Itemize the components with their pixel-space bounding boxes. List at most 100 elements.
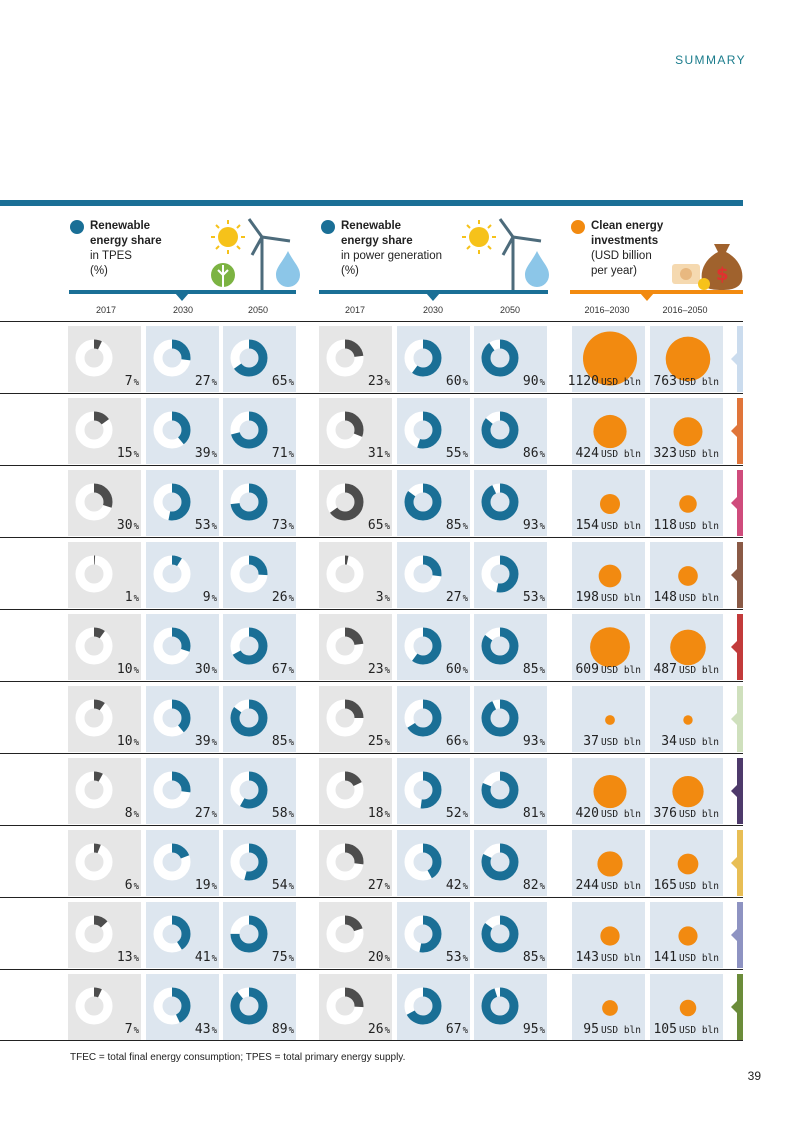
value-unit: USD bln <box>678 521 719 532</box>
tpes-value: 30% <box>117 518 139 533</box>
donut-arc <box>153 483 191 521</box>
value-number: 420 <box>575 806 599 821</box>
tpes-cell: 7% <box>68 326 141 392</box>
value-unit: % <box>133 738 139 748</box>
invest-bubble <box>600 926 620 946</box>
donut-arc <box>75 915 113 953</box>
power-donut <box>481 843 519 881</box>
invest-value: 118 USD bln <box>653 518 719 533</box>
row-pointer-icon <box>731 785 737 797</box>
donut-arc <box>153 987 191 1025</box>
tpes-cell: 85% <box>223 686 296 752</box>
tpes-value: 13% <box>117 950 139 965</box>
value-unit: % <box>211 378 217 388</box>
power-cell: 23% <box>319 326 392 392</box>
value-number: 23 <box>367 662 384 677</box>
value-number: 37 <box>583 734 599 749</box>
power-value: 85% <box>523 950 545 965</box>
tpes-donut <box>153 699 191 737</box>
tpes-cell: 7% <box>68 974 141 1040</box>
value-unit: % <box>211 810 217 820</box>
invest-cell: 1120 USD bln <box>568 326 645 392</box>
tpes-value: 71% <box>272 446 294 461</box>
tpes-donut <box>153 339 191 377</box>
tpes-donut <box>153 771 191 809</box>
value-unit: % <box>133 810 139 820</box>
value-unit: USD bln <box>600 449 641 460</box>
value-unit: % <box>384 954 390 964</box>
tpes-donut <box>230 627 268 665</box>
value-number: 60 <box>445 662 462 677</box>
invest-cell: 141 USD bln <box>650 902 723 968</box>
power-donut <box>481 771 519 809</box>
value-number: 95 <box>522 1022 539 1037</box>
value-number: 30 <box>116 518 133 533</box>
value-unit: % <box>384 738 390 748</box>
tpes-value: 9% <box>203 590 217 605</box>
invest-value: 105 USD bln <box>653 1022 719 1037</box>
tpes-value: 58% <box>272 806 294 821</box>
header-power-title: Renewable <box>341 220 402 232</box>
value-number: 67 <box>445 1022 462 1037</box>
tpes-value: 65% <box>272 374 294 389</box>
tpes-donut <box>75 699 113 737</box>
power-value: 27% <box>368 878 390 893</box>
header-tpes-sub1: in TPES <box>90 250 132 262</box>
power-value: 27% <box>446 590 468 605</box>
value-unit: % <box>133 1026 139 1036</box>
donut-arc <box>230 843 268 881</box>
tpes-donut <box>230 555 268 593</box>
tpes-donut <box>230 915 268 953</box>
value-unit: % <box>384 450 390 460</box>
power-cell: 90% <box>474 326 547 392</box>
value-unit: USD bln <box>678 1025 719 1036</box>
value-number: 53 <box>194 518 211 533</box>
power-cell: 95% <box>474 974 547 1040</box>
value-unit: USD bln <box>678 593 719 604</box>
invest-value: 763 USD bln <box>653 374 719 389</box>
power-donut <box>481 339 519 377</box>
power-cell: 85% <box>397 470 470 536</box>
tpes-cell: 54% <box>223 830 296 896</box>
value-unit: % <box>211 1026 217 1036</box>
invest-bubble-svg <box>602 1000 618 1016</box>
donut-arc <box>230 699 268 737</box>
tpes-cell: 30% <box>146 614 219 680</box>
header-tpes-sub2: (%) <box>90 265 108 277</box>
donut-arc <box>75 699 113 737</box>
value-unit: % <box>384 810 390 820</box>
value-unit: % <box>211 666 217 676</box>
tpes-donut <box>153 987 191 1025</box>
power-value: 93% <box>523 518 545 533</box>
value-unit: % <box>133 882 139 892</box>
tpes-cell: 10% <box>68 614 141 680</box>
tpes-donut <box>230 843 268 881</box>
value-number: 198 <box>575 590 599 605</box>
value-unit: % <box>211 450 217 460</box>
header-tpes-title: Renewable <box>90 220 151 232</box>
donut-arc <box>230 627 268 665</box>
value-unit: % <box>211 882 217 892</box>
tpes-donut <box>153 411 191 449</box>
power-donut <box>326 843 364 881</box>
tpes-value: 19% <box>195 878 217 893</box>
header-invest-bar <box>570 290 743 294</box>
value-number: 53 <box>522 590 539 605</box>
tpes-value: 27% <box>195 806 217 821</box>
value-number: 23 <box>367 374 384 389</box>
donut-arc <box>326 843 364 881</box>
tpes-donut <box>75 627 113 665</box>
tpes-donut <box>230 771 268 809</box>
tpes-donut <box>75 987 113 1025</box>
invest-value: 323 USD bln <box>653 446 719 461</box>
invest-bubble <box>677 853 699 875</box>
value-unit: % <box>539 594 545 604</box>
invest-cell: 148 USD bln <box>650 542 723 608</box>
tpes-donut <box>75 339 113 377</box>
value-unit: % <box>288 450 294 460</box>
sun-wind-water-icon <box>211 218 300 290</box>
donut-arc <box>481 771 519 809</box>
row-divider <box>0 753 743 754</box>
row-divider <box>0 825 743 826</box>
teal-dot-icon <box>70 220 84 234</box>
